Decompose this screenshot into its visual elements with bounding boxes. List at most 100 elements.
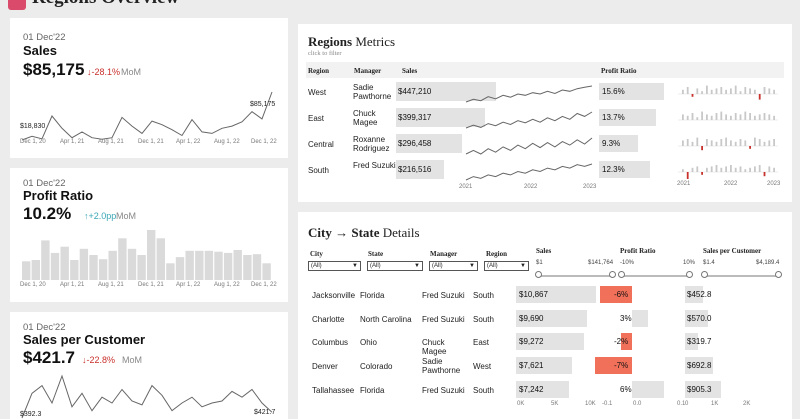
profit-ratio-bar [22, 261, 31, 280]
page-title: Regions Overview [32, 0, 179, 9]
spc-bar [685, 310, 708, 327]
profit-ratio-bar [204, 250, 214, 280]
state-cell: Florida [360, 291, 385, 300]
profit-range-min: -10% [620, 260, 635, 266]
col-region: Region [308, 67, 329, 75]
profit-mini-bar [734, 141, 737, 146]
kpi-date: 01 Dec'22 [23, 32, 66, 43]
kpi-card-sales-per-customer[interactable]: 01 Dec'22 Sales per Customer $421.7 ↓-22… [10, 312, 288, 419]
profit-ratio-bar [195, 250, 204, 280]
profit-ratio-bar [262, 263, 271, 280]
col-manager: Manager [430, 250, 458, 258]
profit-mini-bar [754, 115, 756, 120]
col-profit-ratio: Profit Ratio [601, 67, 637, 75]
profit-value: 15.6% [602, 87, 625, 96]
sales-bar [516, 381, 570, 398]
profit-value: -2% [614, 337, 629, 346]
spc-value: $319.7 [687, 337, 712, 346]
profit-ratio-bar [243, 255, 252, 280]
profit-mini-bar [754, 89, 756, 94]
sales-per-customer-line-chart[interactable] [20, 374, 280, 419]
sales-value: $10,867 [519, 290, 548, 299]
kpi-card-profit-ratio[interactable]: 01 Dec'22 Profit Ratio 10.2% ↑+2.0pp MoM… [10, 168, 288, 302]
chart-end-label: $85,175 [250, 101, 276, 108]
click-hint: click to filter [308, 50, 342, 57]
region-filter-select[interactable]: (All) ▼ [484, 261, 529, 271]
table-row[interactable]: Charlotte North Carolina Fred Suzuki South $… [306, 308, 784, 330]
manager-cell: Fred Suzuki [422, 315, 465, 324]
col-state: State [368, 250, 384, 258]
profit-mini-bar [758, 165, 761, 172]
profit-mini-bar [706, 167, 708, 172]
sales-value: $7,621 [519, 361, 544, 370]
profit-mini-bar [773, 89, 775, 94]
sales-range-min-handle[interactable] [535, 271, 542, 278]
table-row[interactable]: Denver Colorado Sadie Pawthorne West $7,621 -… [306, 355, 784, 377]
region-row[interactable]: West Sadie Pawthorne $447,210 15.6% [306, 80, 784, 105]
manager-filter-select[interactable]: (All) ▼ [429, 261, 478, 271]
regions-header-row [306, 62, 784, 78]
profit-mini-bar [691, 113, 694, 120]
spc-series-line [21, 374, 273, 419]
region-row[interactable]: Central Roxanne Rodriguez $296,458 9.3% [306, 132, 784, 157]
x-tick: Dec 1, 21 [138, 282, 164, 288]
profit-mini-bar [730, 115, 732, 120]
profit-range-max-handle[interactable] [686, 271, 693, 278]
profit-mini-bar [758, 139, 761, 146]
region-row[interactable]: East Chuck Magee $399,317 13.7% [306, 106, 784, 131]
x-tick: Dec 1, 21 [138, 139, 164, 145]
profit-mini-bar [744, 111, 747, 120]
sales-sparkline [465, 111, 593, 129]
manager-cell: Fred Suzuki [422, 291, 465, 300]
profit-mini-bar [696, 166, 699, 172]
kpi-title: Sales per Customer [23, 332, 146, 347]
profit-mini-bar [739, 91, 742, 94]
kpi-value: $85,175 [23, 60, 85, 79]
city-cell: Charlotte [312, 315, 345, 324]
region-cell: East [473, 338, 490, 347]
profit-mini-bar [734, 85, 737, 94]
x-tick: Apr 1, 22 [176, 139, 201, 145]
sales-axis-tick: 10K [585, 401, 596, 407]
profit-bar [599, 161, 651, 178]
table-row[interactable]: Columbus Ohio Chuck Magee East $9,272 -2% $319… [306, 331, 784, 356]
sales-range-max-handle[interactable] [609, 271, 616, 278]
pbar-tick: 2022 [724, 181, 738, 187]
spc-range-max-handle[interactable] [775, 271, 782, 278]
spc-bar [685, 381, 721, 398]
city-cell: Jacksonville [312, 291, 356, 300]
profit-value: -7% [614, 361, 629, 370]
city-filter-value: (All) [311, 263, 322, 269]
profit-mini-bar [725, 89, 727, 94]
kpi-card-sales[interactable]: 01 Dec'22 Sales $85,175 ↓-28.1% MoM $18,… [10, 18, 288, 158]
profit-mini-bar [701, 91, 703, 94]
profit-mini-bar [754, 166, 756, 172]
city-filter-select[interactable]: (All) ▼ [308, 261, 361, 271]
sales-line-chart[interactable] [20, 88, 280, 148]
profit-bar [600, 286, 632, 303]
details-title-city: City [308, 225, 332, 240]
spc-bar [685, 357, 713, 374]
profit-mini-bar [768, 166, 771, 172]
profit-mini-bar [720, 167, 723, 172]
table-row[interactable]: Jacksonville Florida Fred Suzuki South $10,8… [306, 284, 784, 306]
state-filter-select[interactable]: (All) ▼ [367, 261, 423, 271]
col-sales: Sales [402, 67, 418, 75]
profit-value: 3% [620, 314, 632, 323]
profit-ratio-bar [79, 248, 89, 280]
profit-ratio-bar-chart[interactable] [20, 228, 280, 280]
region-row[interactable]: South Fred Suzuki $216,516 12.3% [306, 158, 784, 183]
sales-range-min: $1 [536, 260, 543, 266]
profit-mini-bar [739, 166, 742, 172]
chevron-down-icon: ▼ [352, 263, 358, 269]
sales-sparkline [465, 163, 593, 181]
profit-bar [632, 310, 648, 327]
profit-bar [632, 381, 664, 398]
spc-range-min-handle[interactable] [701, 271, 708, 278]
sales-range-max: $141,764 [588, 260, 614, 266]
profit-mini-bar [725, 137, 727, 146]
x-tick: Dec 1, 20 [20, 282, 46, 288]
profit-mini-bar [696, 117, 699, 120]
profit-range-min-handle[interactable] [618, 271, 625, 278]
table-row[interactable]: Tallahassee Florida Fred Suzuki South $7,242… [306, 379, 784, 401]
